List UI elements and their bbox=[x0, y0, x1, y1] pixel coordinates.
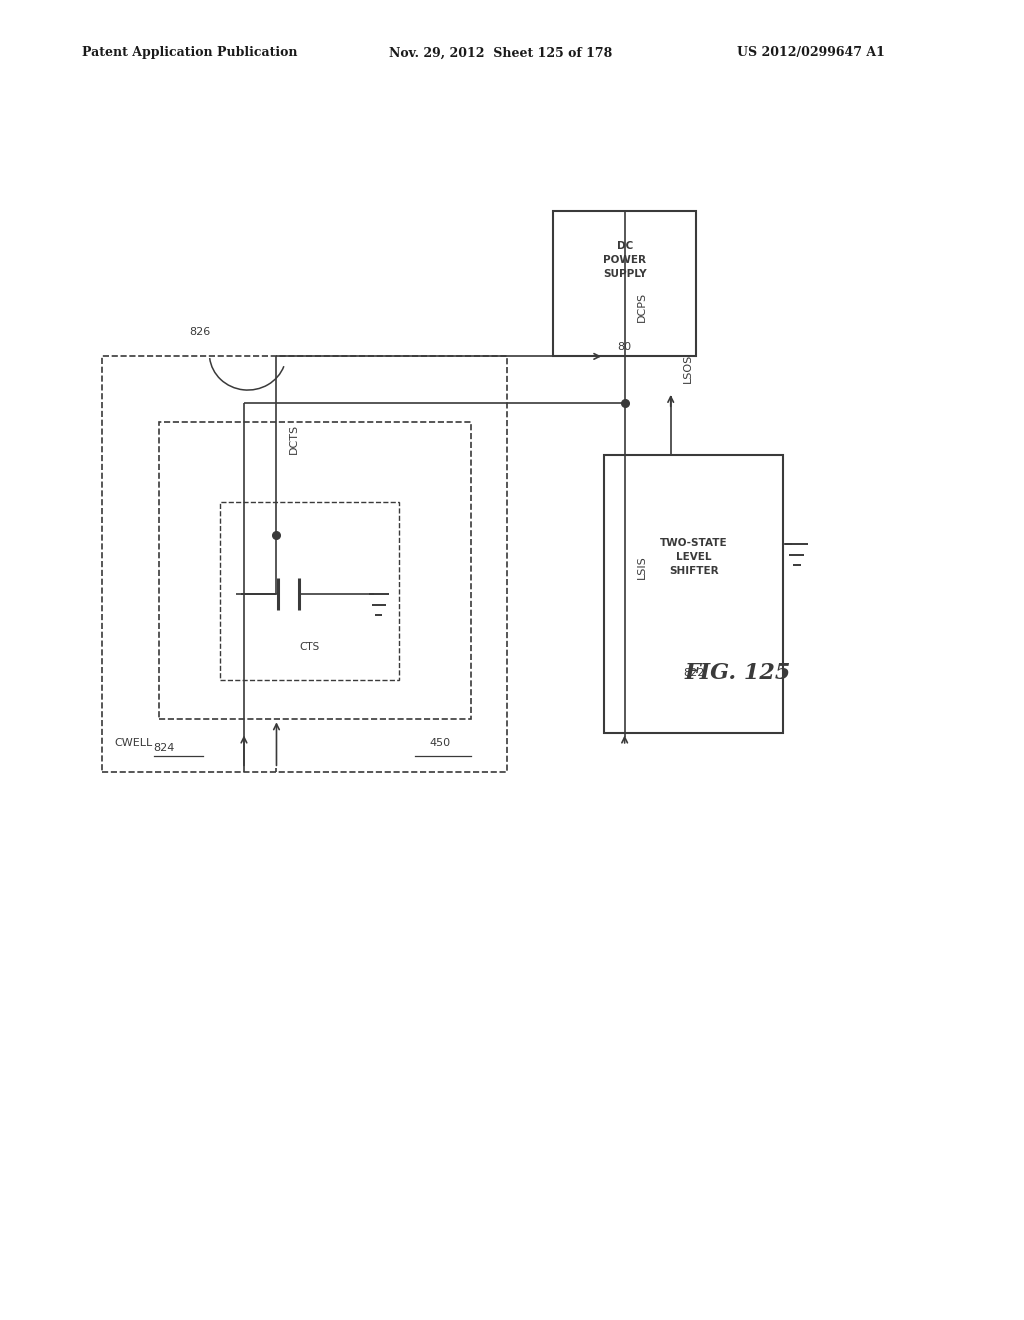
Text: 450: 450 bbox=[430, 738, 451, 748]
Text: TWO-STATE
LEVEL
SHIFTER: TWO-STATE LEVEL SHIFTER bbox=[659, 539, 728, 576]
Text: Patent Application Publication: Patent Application Publication bbox=[82, 46, 297, 59]
Text: LSOS: LSOS bbox=[683, 354, 693, 383]
Text: FIG. 125: FIG. 125 bbox=[684, 663, 791, 684]
Text: CWELL: CWELL bbox=[115, 738, 153, 748]
Text: DCPS: DCPS bbox=[637, 292, 647, 322]
Bar bbox=[102, 356, 507, 772]
Text: DC
POWER
SUPPLY: DC POWER SUPPLY bbox=[603, 242, 646, 279]
Text: 80: 80 bbox=[617, 342, 632, 352]
Text: CTS: CTS bbox=[300, 642, 319, 652]
Text: 822: 822 bbox=[683, 668, 705, 678]
Text: US 2012/0299647 A1: US 2012/0299647 A1 bbox=[737, 46, 885, 59]
Text: 824: 824 bbox=[154, 743, 175, 754]
Bar bbox=[553, 211, 696, 356]
Bar bbox=[604, 455, 783, 733]
Text: LSIS: LSIS bbox=[637, 556, 647, 579]
Bar bbox=[159, 422, 471, 719]
Text: 826: 826 bbox=[189, 326, 210, 337]
Text: DCTS: DCTS bbox=[289, 424, 299, 454]
Bar bbox=[220, 502, 399, 680]
Text: Nov. 29, 2012  Sheet 125 of 178: Nov. 29, 2012 Sheet 125 of 178 bbox=[389, 46, 612, 59]
